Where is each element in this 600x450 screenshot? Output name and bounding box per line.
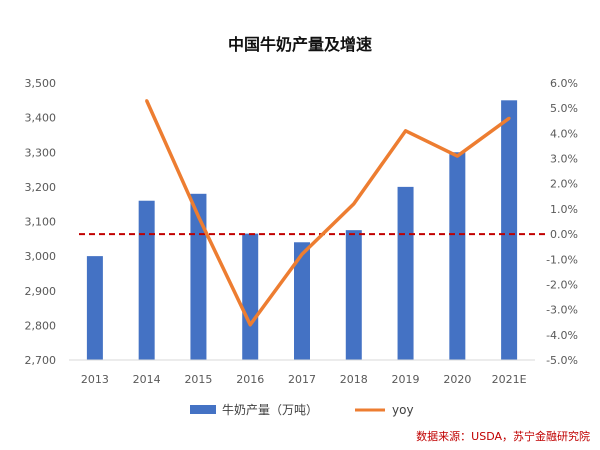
bar-series: [86, 100, 518, 360]
x-tick-label: 2018: [340, 373, 368, 386]
bar-2015: [190, 193, 207, 360]
left-tick-label: 3,200: [25, 181, 57, 194]
yoy-point-2016: [248, 323, 252, 327]
bar-2017: [294, 242, 310, 360]
bar-2020: [449, 152, 466, 360]
left-tick-label: 3,000: [25, 250, 57, 263]
right-tick-label: 0.0%: [550, 228, 578, 241]
yoy-point-2014: [145, 99, 149, 103]
x-tick-label: 2015: [184, 373, 212, 386]
left-tick-label: 3,300: [25, 146, 57, 159]
legend-bar-swatch: [190, 405, 216, 414]
right-axis-ticks: -5.0% -4.0% -3.0% -2.0% -1.0% 0.0% 1.0% 2.0% 3.0…: [546, 77, 578, 367]
left-tick-label: 3,100: [25, 216, 57, 229]
right-tick-label: 5.0%: [550, 102, 578, 115]
source-note: 数据来源：USDA，苏宁金融研究院: [416, 429, 590, 443]
bar-2016: [242, 233, 259, 360]
x-tick-label: 2014: [133, 373, 161, 386]
right-tick-label: 4.0%: [550, 127, 578, 140]
right-tick-label: -3.0%: [546, 304, 578, 317]
x-tick-label: 2019: [392, 373, 420, 386]
bar-2014: [138, 200, 155, 360]
right-tick-label: 1.0%: [550, 203, 578, 216]
yoy-point-2021E: [507, 116, 511, 120]
legend-line-label: yoy: [392, 403, 414, 417]
right-tick-label: 3.0%: [550, 153, 578, 166]
chart-title: 中国牛奶产量及增速: [228, 35, 372, 54]
left-tick-label: 3,500: [25, 77, 57, 90]
right-tick-label: -2.0%: [546, 278, 578, 291]
left-tick-label: 2,900: [25, 285, 57, 298]
left-tick-label: 2,800: [25, 319, 57, 332]
x-tick-label: 2016: [236, 373, 264, 386]
right-tick-label: -1.0%: [546, 253, 578, 266]
left-tick-label: 3,400: [25, 112, 57, 125]
yoy-line: [145, 99, 511, 327]
legend-bar-label: 牛奶产量（万吨）: [222, 402, 318, 417]
yoy-point-2018: [352, 202, 356, 206]
legend: 牛奶产量（万吨） yoy: [190, 402, 414, 417]
x-tick-label: 2020: [443, 373, 471, 386]
right-tick-label: -5.0%: [546, 354, 578, 367]
yoy-point-2019: [404, 129, 408, 133]
x-axis-ticks: 2013 2014 2015 2016 2017 2018 2019 2020 2021E: [81, 373, 527, 386]
x-tick-label: 2013: [81, 373, 109, 386]
yoy-point-2020: [455, 154, 459, 158]
right-tick-label: -4.0%: [546, 329, 578, 342]
x-tick-label: 2021E: [492, 373, 527, 386]
right-tick-label: 2.0%: [550, 178, 578, 191]
x-tick-label: 2017: [288, 373, 316, 386]
bar-2013: [86, 256, 103, 360]
yoy-point-2017: [300, 252, 304, 256]
bar-2018: [345, 230, 362, 360]
left-axis-ticks: 2,700 2,800 2,900 3,000 3,100 3,200 3,300 3,400…: [25, 77, 57, 367]
yoy-point-2015: [196, 214, 200, 218]
bar-2019: [397, 186, 414, 360]
yoy-line-series: [145, 99, 511, 327]
left-tick-label: 2,700: [25, 354, 57, 367]
bar-2021E: [501, 100, 518, 360]
right-tick-label: 6.0%: [550, 77, 578, 90]
